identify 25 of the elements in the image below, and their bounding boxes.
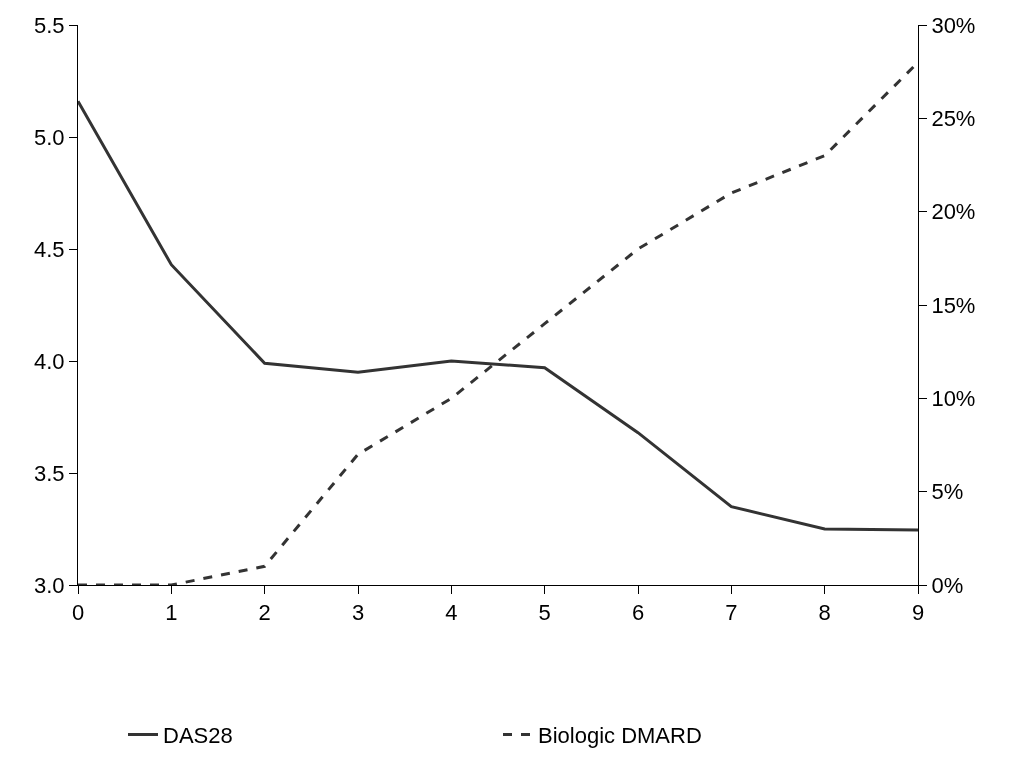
x-tick-label: 8 — [818, 600, 831, 626]
x-tick-label: 3 — [351, 600, 365, 626]
y2-tick-label: 10% — [931, 386, 976, 412]
x-tick-label: 5 — [538, 600, 551, 626]
y2-tick-label: 30% — [931, 12, 976, 38]
y-tick-label: 3.0 — [34, 572, 65, 598]
y-tick-label: 3.5 — [34, 460, 65, 486]
y2-tick-label: 20% — [931, 199, 976, 225]
y2-tick-label: 25% — [931, 106, 976, 132]
legend-label: Biologic DMARD — [538, 723, 702, 749]
x-tick-label: 9 — [911, 600, 925, 626]
y2-tick-label: 0% — [931, 572, 964, 598]
x-tick-label: 7 — [725, 600, 738, 626]
y-tick-label: 4.5 — [34, 236, 65, 262]
y-tick-label: 5.0 — [34, 124, 65, 150]
x-tick-label: 4 — [445, 600, 458, 626]
y2-tick-label: 15% — [931, 292, 976, 318]
x-tick-label: 2 — [258, 600, 271, 626]
y-tick-label: 5.5 — [34, 12, 65, 38]
x-tick-label: 1 — [165, 600, 178, 626]
y2-tick-label: 5% — [931, 479, 964, 505]
x-tick-label: 6 — [631, 600, 645, 626]
x-tick-label: 0 — [71, 600, 85, 626]
y-tick-label: 4.0 — [34, 348, 65, 374]
legend-label: DAS28 — [163, 723, 233, 749]
